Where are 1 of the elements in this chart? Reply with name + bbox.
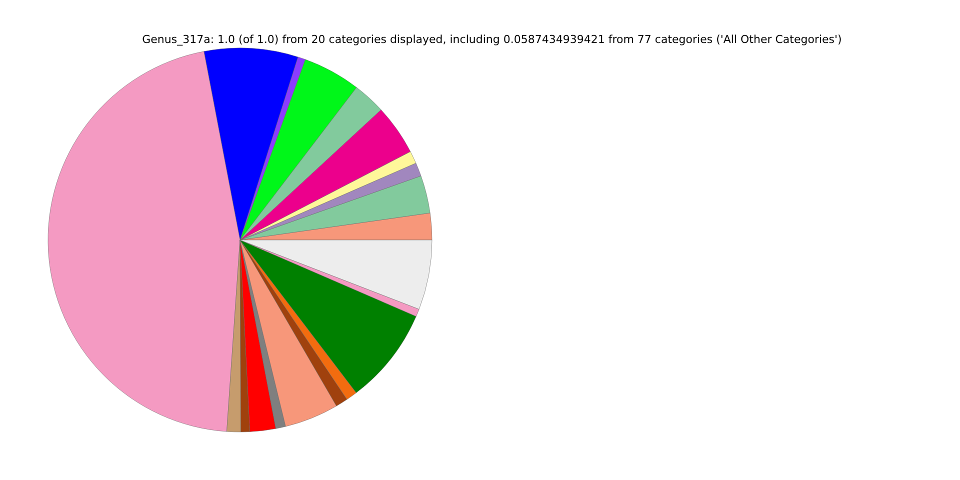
text: Genus_317a: 1.0 (of 1.0) from 20 categories displayed, including 0.0587434939421 from 77 categories ('All Other Categories') bbox=[142, 33, 842, 46]
